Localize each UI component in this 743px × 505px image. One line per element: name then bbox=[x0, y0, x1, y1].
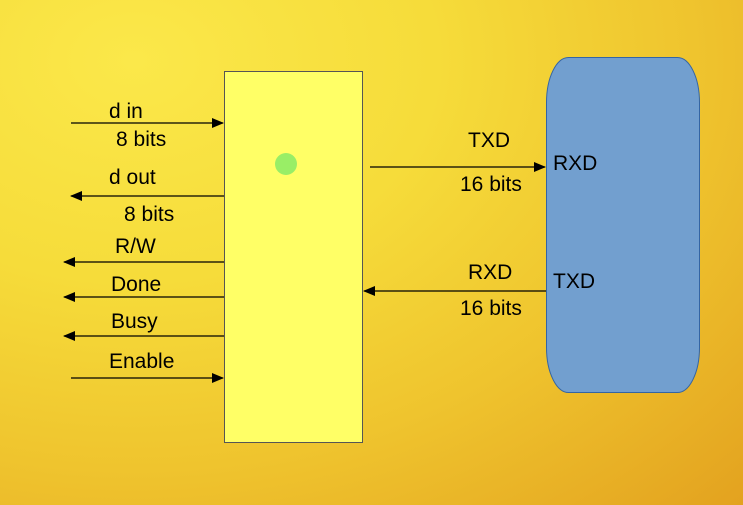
rx-link-label: RXD bbox=[468, 261, 512, 284]
d-in-label: d in bbox=[109, 100, 143, 123]
enable-label: Enable bbox=[109, 350, 174, 373]
device-txd-pin: TXD bbox=[553, 270, 595, 293]
busy-label: Busy bbox=[111, 310, 158, 333]
rx-bits-label: 16 bits bbox=[460, 297, 522, 320]
done-label: Done bbox=[111, 273, 161, 296]
peripheral-device bbox=[546, 57, 700, 393]
d-out-bits-label: 8 bits bbox=[124, 203, 174, 226]
status-indicator bbox=[275, 153, 297, 175]
d-in-bits-label: 8 bits bbox=[116, 128, 166, 151]
tx-bits-label: 16 bits bbox=[460, 173, 522, 196]
rw-label: R/W bbox=[115, 235, 156, 258]
controller-block bbox=[224, 71, 363, 443]
d-out-label: d out bbox=[109, 166, 156, 189]
device-rxd-pin: RXD bbox=[553, 152, 597, 175]
tx-link-label: TXD bbox=[468, 129, 510, 152]
